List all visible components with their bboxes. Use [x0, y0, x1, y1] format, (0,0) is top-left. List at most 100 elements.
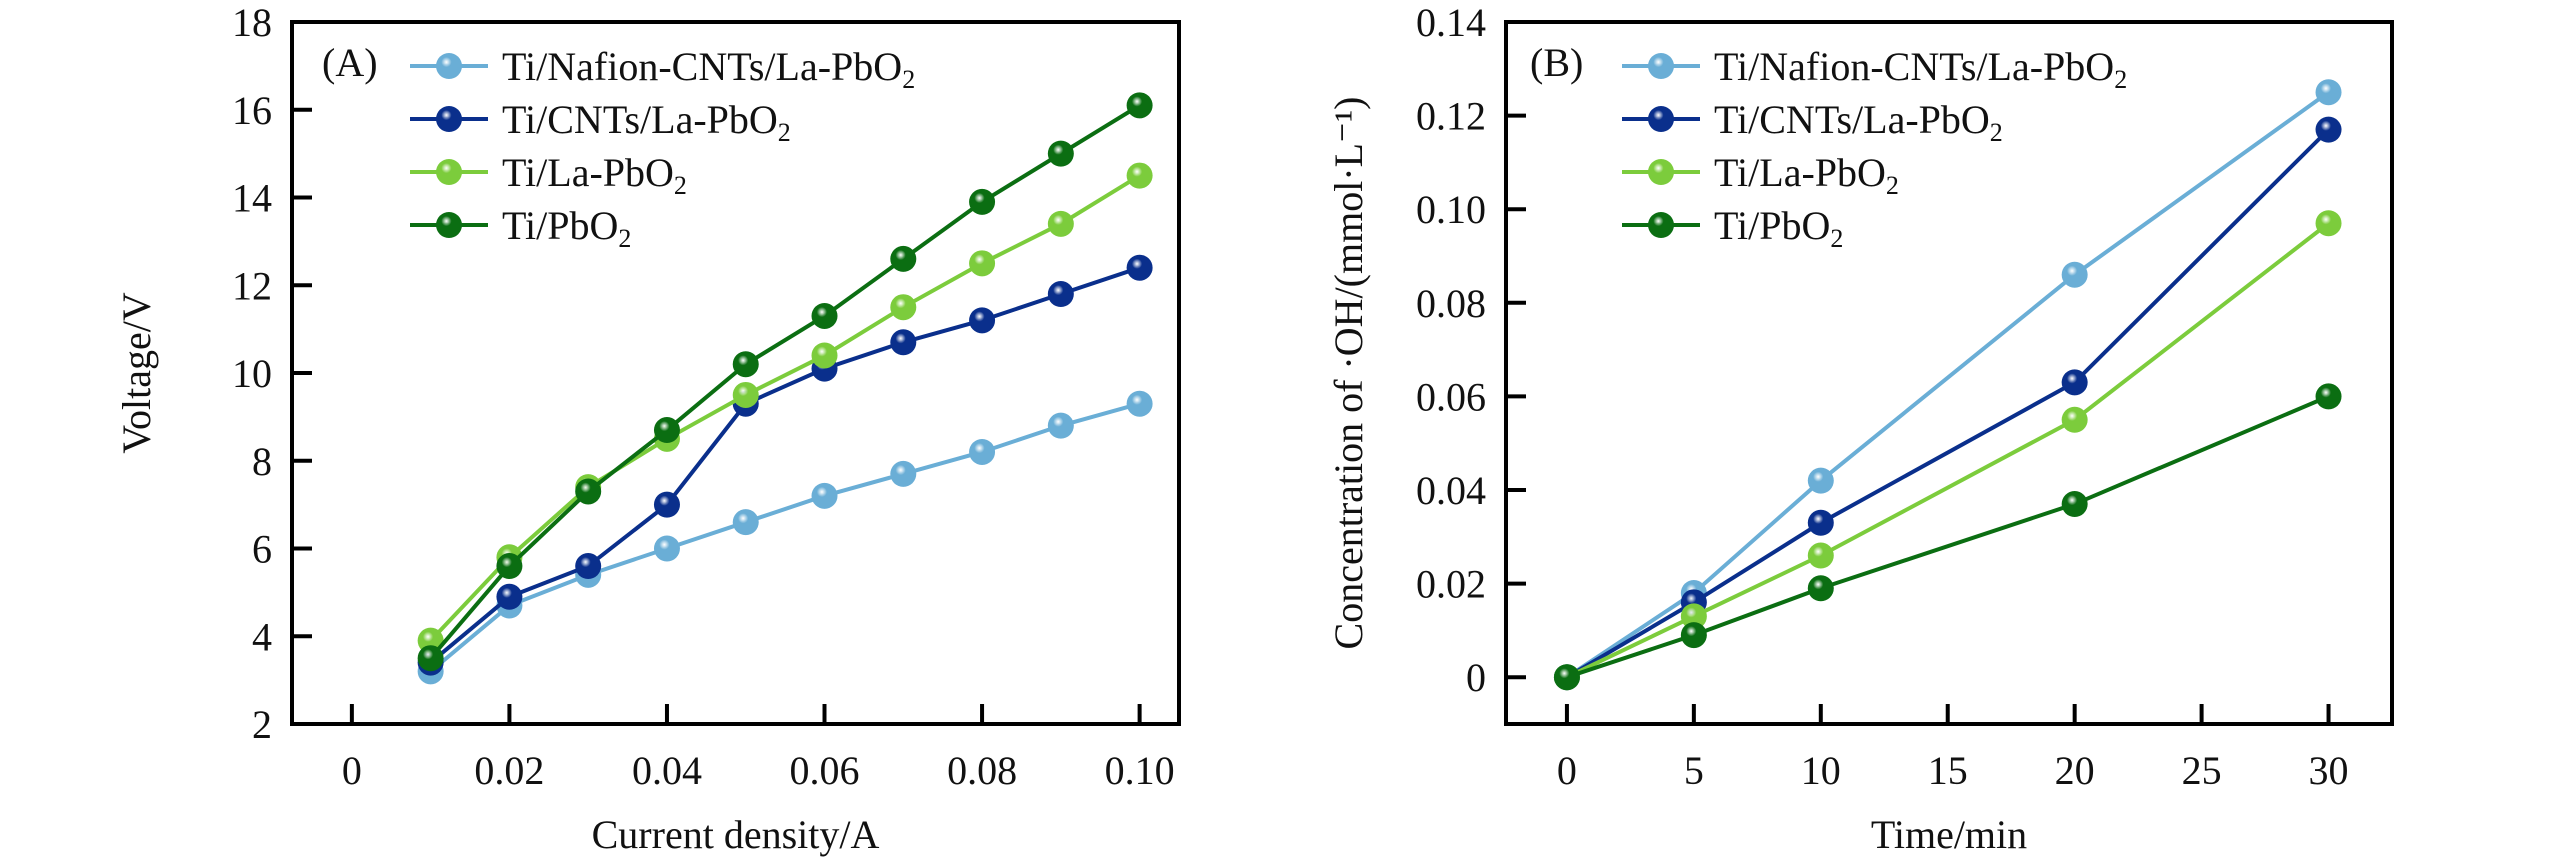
legend: Ti/Nafion-CNTs/La-PbO2Ti/CNTs/La-PbO2Ti/… [410, 44, 915, 253]
x-tick-label: 10 [1801, 748, 1841, 793]
y-tick-label: 4 [252, 614, 272, 659]
legend-subscript: 2 [2114, 65, 2127, 94]
data-point [1047, 210, 1074, 237]
legend-subscript: 2 [902, 65, 915, 94]
data-point [1126, 162, 1153, 189]
series-ti-la-pbo2 [1553, 210, 2342, 691]
y-axis-title: Voltage/V [114, 292, 159, 454]
data-point [2061, 406, 2088, 433]
legend-label: Ti/Nafion-CNTs/La-PbO2 [502, 44, 915, 94]
y-tick-label: 0.04 [1416, 468, 1486, 513]
data-point [732, 351, 759, 378]
y-tick-label: 12 [232, 263, 272, 308]
data-point [496, 553, 523, 580]
legend-label: Ti/La-PbO2 [1714, 150, 1899, 200]
legend-marker [436, 159, 462, 185]
data-point [969, 188, 996, 215]
series-line [429, 103, 1141, 660]
legend-marker [1648, 159, 1674, 185]
y-tick-label: 0.10 [1416, 187, 1486, 232]
legend-subscript: 2 [618, 224, 631, 253]
data-point [1807, 467, 1834, 494]
series-line [429, 401, 1141, 673]
data-point [1807, 575, 1834, 602]
legend-item: Ti/Nafion-CNTs/La-PbO2 [410, 44, 915, 94]
legend-item: Ti/Nafion-CNTs/La-PbO2 [1622, 44, 2127, 94]
data-point [2315, 79, 2342, 106]
data-point [417, 645, 444, 672]
data-point [2315, 210, 2342, 237]
data-point [1680, 603, 1707, 630]
data-point [2315, 116, 2342, 143]
data-point [890, 329, 917, 356]
legend-item: Ti/La-PbO2 [410, 150, 687, 200]
data-point [653, 535, 680, 562]
x-tick-label: 0 [342, 748, 362, 793]
series-ti-pbo2 [1553, 383, 2342, 691]
legend-marker [436, 53, 462, 79]
y-tick-label: 2 [252, 702, 272, 747]
legend-item: Ti/CNTs/La-PbO2 [410, 97, 791, 147]
x-tick-label: 0.04 [632, 748, 702, 793]
y-tick-label: 14 [232, 176, 272, 221]
legend-label: Ti/CNTs/La-PbO2 [1714, 97, 2003, 147]
legend-label: Ti/PbO2 [1714, 203, 1843, 253]
x-tick-label: 0 [1557, 748, 1577, 793]
panel-label: (B) [1530, 40, 1583, 85]
data-point [1126, 390, 1153, 417]
data-point [732, 381, 759, 408]
data-point [2061, 369, 2088, 396]
x-tick-label: 0.08 [947, 748, 1017, 793]
legend-item: Ti/La-PbO2 [1622, 150, 1899, 200]
data-point [2315, 383, 2342, 410]
data-point [575, 553, 602, 580]
data-point [575, 478, 602, 505]
legend-subscript: 2 [1990, 118, 2003, 147]
y-tick-label: 6 [252, 527, 272, 572]
data-point [1126, 92, 1153, 119]
panel-a: 0 0.02 0.04 0.06 0.08 0.10 2 4 6 8 10 12 14 16 18 Curre… [114, 0, 1181, 857]
data-point [811, 342, 838, 369]
data-point [1047, 140, 1074, 167]
legend-subscript: 2 [674, 171, 687, 200]
data-point [1047, 281, 1074, 308]
series-ti-nafion-cnts-la-pbo2 [417, 390, 1153, 685]
legend-marker [1648, 212, 1674, 238]
legend-label: Ti/CNTs/La-PbO2 [502, 97, 791, 147]
legend-marker [1648, 53, 1674, 79]
x-tick-label: 25 [2182, 748, 2222, 793]
panel-b: 0 5 10 15 20 25 30 0 0.02 0.04 0.06 0.08 0.10 0.12 0.1… [1326, 0, 2394, 857]
legend-item: Ti/PbO2 [410, 203, 631, 253]
legend-item: Ti/CNTs/La-PbO2 [1622, 97, 2003, 147]
legend-subscript: 2 [778, 118, 791, 147]
legend-subscript: 2 [1830, 224, 1843, 253]
data-point [890, 294, 917, 321]
x-tick-label: 15 [1928, 748, 1968, 793]
data-point [496, 583, 523, 610]
data-point [811, 482, 838, 509]
panel-label: (A) [322, 40, 378, 85]
series-ti-cnts-la-pbo2 [1553, 116, 2342, 691]
data-point [890, 460, 917, 487]
y-tick-label: 0.02 [1416, 562, 1486, 607]
data-point [2061, 261, 2088, 288]
legend-label: Ti/PbO2 [502, 203, 631, 253]
x-tick-label: 0.06 [790, 748, 860, 793]
x-axis-title: Current density/A [592, 812, 880, 857]
x-tick-label: 30 [2309, 748, 2349, 793]
data-point [2061, 491, 2088, 518]
data-point [890, 245, 917, 272]
data-point [732, 509, 759, 536]
y-tick-label: 10 [232, 351, 272, 396]
data-point [1047, 412, 1074, 439]
series-line [429, 265, 1141, 665]
legend-subscript: 2 [1886, 171, 1899, 200]
x-tick-label: 0.10 [1105, 748, 1175, 793]
y-tick-label: 0.08 [1416, 281, 1486, 326]
data-point [969, 438, 996, 465]
y-tick-label: 18 [232, 0, 272, 45]
x-tick-label: 5 [1684, 748, 1704, 793]
data-point [1553, 664, 1580, 691]
data-point [653, 417, 680, 444]
